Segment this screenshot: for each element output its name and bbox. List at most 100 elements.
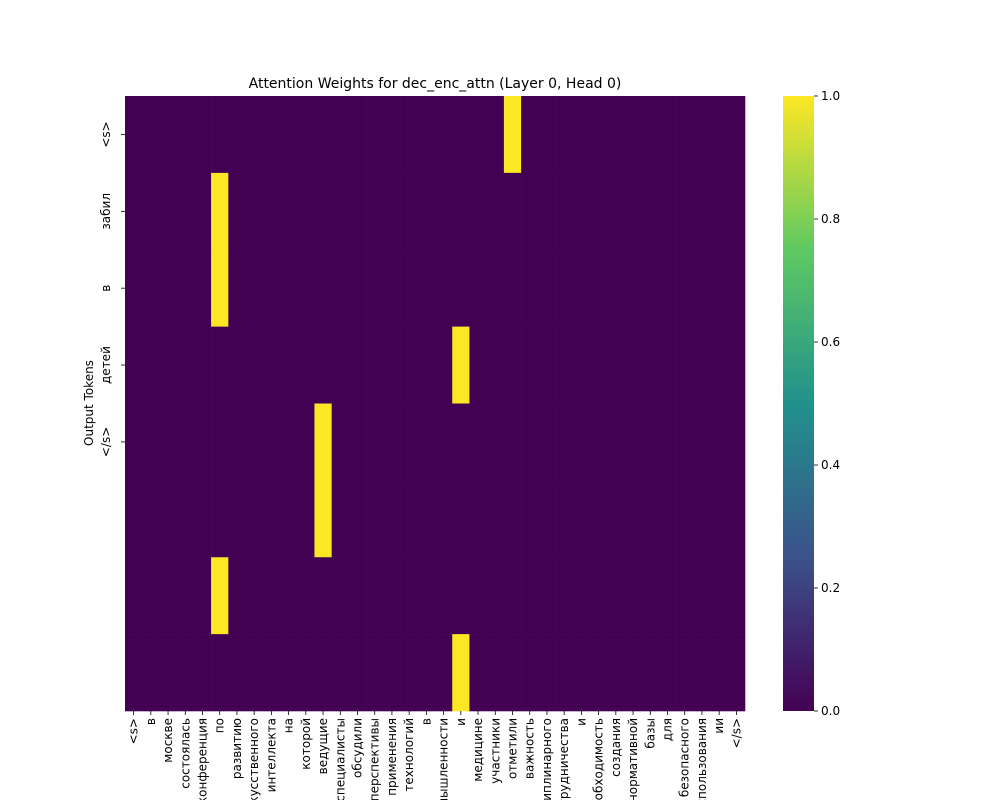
- heatmap-cell: [400, 96, 419, 174]
- heatmap-cell: [624, 480, 642, 558]
- heatmap-cell: [297, 326, 315, 404]
- x-tick-label: в: [419, 718, 433, 725]
- heatmap-cell: [452, 96, 470, 174]
- heatmap-cell: [676, 172, 694, 251]
- heatmap-cell: [193, 172, 212, 251]
- heatmap-cell: [417, 634, 436, 712]
- y-tick-label: детей: [99, 346, 113, 384]
- heatmap-cell: [521, 326, 539, 404]
- x-tick-label: отметили: [506, 718, 520, 779]
- heatmap-cell: [486, 557, 505, 635]
- heatmap-cell: [280, 249, 298, 327]
- heatmap-cell: [538, 172, 556, 251]
- heatmap-cell: [348, 326, 367, 404]
- x-tick-label: искусственного: [247, 718, 261, 800]
- heatmap-cell: [435, 249, 453, 327]
- heatmap-cell: [469, 249, 487, 327]
- heatmap-cell: [572, 557, 591, 635]
- heatmap-cell: [486, 96, 505, 174]
- chart-title: Attention Weights for dec_enc_attn (Laye…: [249, 76, 622, 92]
- heatmap-cell: [572, 96, 591, 174]
- heatmap-cell: [366, 326, 384, 404]
- heatmap-cell: [314, 403, 332, 481]
- heatmap-cell: [314, 96, 332, 174]
- heatmap-cell: [228, 480, 246, 558]
- heatmap-cell: [658, 480, 677, 558]
- y-tick-label: забил: [99, 193, 113, 230]
- heatmap-cell: [658, 403, 677, 481]
- colorbar-tick-label: 0.2: [821, 581, 840, 595]
- heatmap-cell: [555, 634, 574, 712]
- heatmap-cell: [452, 634, 470, 712]
- heatmap-cell: [710, 634, 729, 712]
- heatmap-cell: [159, 403, 177, 481]
- heatmap-cell: [245, 172, 264, 251]
- heatmap-cell: [400, 634, 419, 712]
- heatmap-cell: [228, 557, 246, 635]
- heatmap-cell: [727, 326, 746, 404]
- heatmap-cell: [348, 634, 367, 712]
- heatmap-cell: [590, 172, 608, 251]
- heatmap-cell: [245, 634, 264, 712]
- heatmap-cell: [555, 403, 574, 481]
- heatmap-cell: [727, 249, 746, 327]
- colorbar-tick-label: 0.6: [821, 335, 840, 349]
- x-tick-label: сотрудничества: [557, 718, 571, 800]
- heatmap-cell: [142, 403, 160, 481]
- heatmap-cell: [676, 403, 694, 481]
- heatmap-cell: [607, 172, 625, 251]
- heatmap-cell: [280, 634, 298, 712]
- heatmap-cell: [658, 634, 677, 712]
- heatmap-cell: [469, 403, 487, 481]
- heatmap-cell: [452, 480, 470, 558]
- heatmap-cell: [193, 480, 212, 558]
- heatmap-cell: [125, 172, 143, 251]
- heatmap-cell: [710, 96, 729, 174]
- heatmap-cell: [607, 249, 625, 327]
- heatmap-cell: [297, 557, 315, 635]
- heatmap-cell: [641, 172, 660, 251]
- heatmap-cell: [348, 249, 367, 327]
- heatmap-cell: [538, 634, 556, 712]
- heatmap-cell: [176, 249, 195, 327]
- x-tick-label: <s>: [127, 718, 141, 744]
- x-tick-label: безопасного: [678, 718, 692, 797]
- heatmap-cell: [348, 403, 367, 481]
- heatmap-cell: [710, 172, 729, 251]
- heatmap-cell: [331, 634, 350, 712]
- heatmap-cell: [159, 96, 177, 174]
- heatmap-cell: [572, 480, 591, 558]
- heatmap-cell: [469, 634, 487, 712]
- heatmap-cell: [503, 326, 522, 404]
- heatmap-cell: [641, 557, 660, 635]
- heatmap-cell: [125, 96, 143, 174]
- heatmap-cell: [142, 172, 160, 251]
- heatmap-cell: [176, 172, 195, 251]
- x-tick-label: развитию: [230, 718, 244, 779]
- x-tick-label: применения: [385, 718, 399, 796]
- heatmap-cell: [142, 96, 160, 174]
- heatmap-cell: [366, 249, 384, 327]
- heatmap-cell: [452, 172, 470, 251]
- heatmap-cell: [521, 480, 539, 558]
- heatmap-cell: [331, 249, 350, 327]
- heatmap-cell: [503, 403, 522, 481]
- heatmap-cell: [693, 557, 711, 635]
- heatmap-cell: [314, 634, 332, 712]
- heatmap-cell: [607, 96, 625, 174]
- heatmap-cell: [211, 172, 229, 251]
- heatmap-cell: [710, 326, 729, 404]
- heatmap-cell: [572, 634, 591, 712]
- heatmap-cell: [228, 249, 246, 327]
- heatmap-cell: [641, 326, 660, 404]
- x-tick-label: </s>: [729, 718, 743, 748]
- heatmap-cell: [193, 326, 212, 404]
- heatmap-cell: [331, 96, 350, 174]
- heatmap-cell: [590, 249, 608, 327]
- x-tick-label: которой: [299, 718, 313, 770]
- heatmap-cell: [727, 403, 746, 481]
- heatmap-cell: [297, 96, 315, 174]
- colorbar-tick-label: 1.0: [821, 89, 840, 103]
- heatmap-cell: [366, 403, 384, 481]
- heatmap-cell: [676, 557, 694, 635]
